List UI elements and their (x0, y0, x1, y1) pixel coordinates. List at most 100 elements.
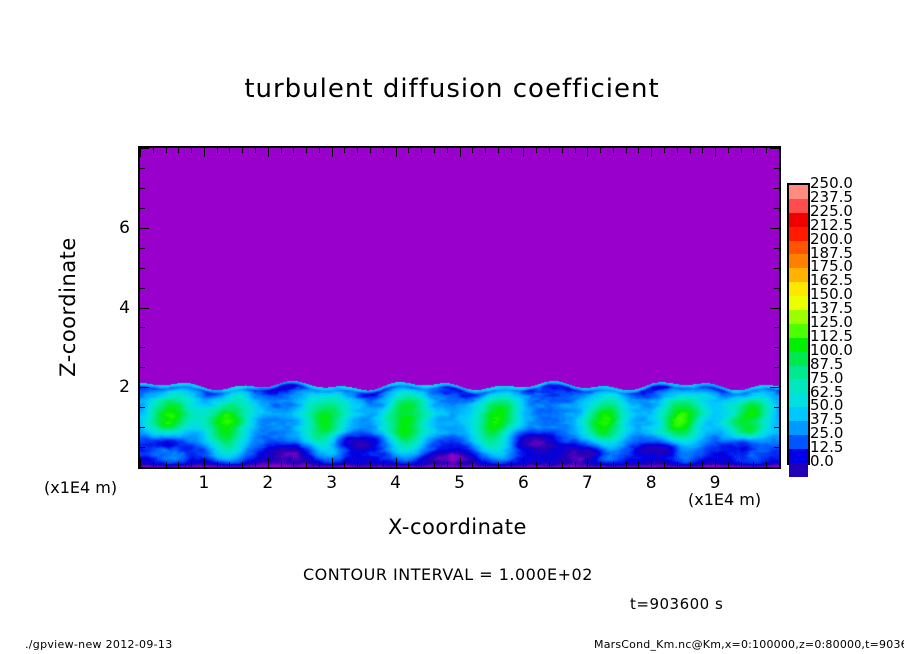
y-tick (774, 207, 779, 209)
x-tick (446, 462, 448, 467)
x-tick (753, 148, 755, 153)
colorbar-tick-labels: 250.0 237.5 225.0 212.5 200.0 187.5 175.0 162.5… (810, 174, 900, 470)
x-tick (267, 148, 269, 157)
x-tick-label: 9 (709, 473, 721, 493)
colorbar-band (789, 226, 808, 241)
y-tick (774, 187, 779, 189)
x-tick (306, 148, 308, 153)
x-tick (523, 148, 525, 157)
x-tick (561, 462, 563, 467)
x-tick-label: 7 (581, 473, 593, 493)
x-tick (318, 148, 320, 153)
x-tick (165, 462, 167, 467)
x-tick (216, 462, 218, 467)
x-tick (165, 148, 167, 153)
x-tick (625, 462, 627, 467)
x-tick (331, 458, 333, 467)
x-tick (293, 148, 295, 153)
colorbar-tick-label: 62.5 (810, 382, 844, 401)
y-tick (770, 148, 779, 149)
colorbar-tick-label: 250.0 (810, 174, 853, 192)
x-tick (242, 148, 244, 153)
x-tick (638, 148, 640, 153)
colorbar-tick-label: 100.0 (810, 340, 853, 359)
y-axis-title: Z-coordinate (56, 237, 80, 377)
colorbar-band (789, 365, 808, 380)
y-tick-label: 6 (119, 217, 130, 238)
colorbar-band (789, 296, 808, 311)
x-tick (638, 462, 640, 467)
colorbar-tick-label: 125.0 (810, 313, 853, 331)
y-tick (140, 387, 149, 389)
colorbar-tick-label: 75.0 (810, 368, 844, 387)
x-tick (676, 148, 678, 153)
x-tick (766, 148, 768, 153)
x-tick (140, 458, 141, 467)
footer-left: ./gpview-new 2012-09-13 (25, 638, 173, 651)
colorbar-tick-label: 187.5 (810, 243, 853, 262)
colorbar-tick-label: 137.5 (810, 299, 853, 318)
time-note: t=903600 s (630, 595, 724, 613)
colorbar-tick-label: 200.0 (810, 229, 853, 248)
y-axis-title-wrap: Z-coordinate (48, 200, 88, 420)
x-tick (702, 462, 704, 467)
x-tick (600, 462, 602, 467)
y-tick-label: 4 (119, 297, 130, 318)
y-tick (770, 387, 779, 389)
x-tick (651, 148, 653, 157)
x-tick-label: 1 (198, 473, 210, 493)
x-tick (255, 462, 257, 467)
x-tick (229, 462, 231, 467)
x-axis-unit-left: (x1E4 m) (44, 478, 118, 497)
x-tick (408, 148, 410, 153)
x-tick (280, 462, 282, 467)
colorbar-band (789, 393, 808, 408)
y-tick (774, 247, 779, 249)
x-tick (267, 458, 269, 467)
x-tick (318, 462, 320, 467)
y-tick (140, 247, 145, 249)
y-tick (770, 227, 779, 229)
colorbar-band (789, 185, 808, 199)
colorbar-band (789, 198, 808, 213)
colorbar-band (789, 268, 808, 283)
x-tick (191, 148, 193, 153)
x-tick (382, 462, 384, 467)
y-tick (140, 467, 149, 468)
y-tick (140, 207, 145, 209)
x-tick (612, 462, 614, 467)
x-tick (587, 458, 589, 467)
x-tick (740, 148, 742, 153)
x-axis-title: X-coordinate (388, 515, 527, 539)
x-tick (382, 148, 384, 153)
x-tick (433, 462, 435, 467)
x-tick (203, 148, 205, 157)
colorbar-band (789, 337, 808, 352)
x-tick (344, 462, 346, 467)
x-tick (574, 148, 576, 153)
colorbar-band (789, 282, 808, 297)
x-tick (421, 462, 423, 467)
x-tick (715, 458, 717, 467)
colorbar-tick-label: 0.0 (810, 452, 834, 470)
x-tick (651, 458, 653, 467)
y-tick (774, 347, 779, 349)
x-tick (561, 148, 563, 153)
x-tick (766, 462, 768, 467)
x-tick (497, 148, 499, 153)
x-tick-label: 2 (262, 473, 274, 493)
x-tick (242, 462, 244, 467)
x-tick (740, 462, 742, 467)
x-tick (446, 148, 448, 153)
x-tick (689, 462, 691, 467)
x-tick-label: 6 (517, 473, 529, 493)
x-tick (548, 462, 550, 467)
x-tick (548, 148, 550, 153)
y-tick (774, 327, 779, 329)
colorbar-band (789, 435, 808, 449)
y-tick (774, 167, 779, 169)
x-tick (587, 148, 589, 157)
x-axis-unit-right: (x1E4 m) (688, 490, 762, 509)
y-tick (774, 267, 779, 269)
plot-area (138, 146, 781, 469)
